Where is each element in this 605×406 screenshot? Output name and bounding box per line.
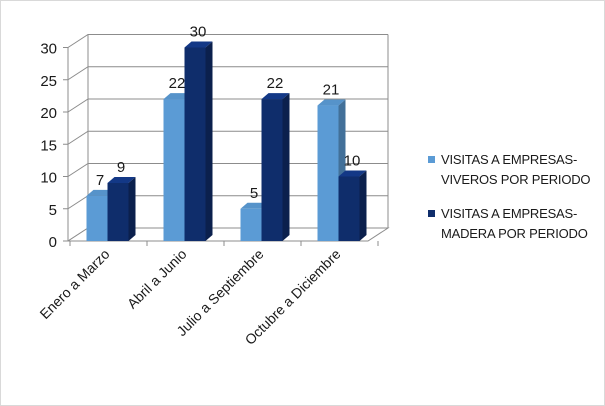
legend: VISITAS A EMPRESAS- VIVEROS POR PERIODO … [428, 150, 603, 258]
bar-top [317, 99, 346, 106]
data-label: 22 [169, 75, 186, 92]
bars-layer [86, 41, 367, 241]
legend-label-madera-line2: MADERA POR PERIODO [441, 226, 588, 241]
bar-front [86, 195, 108, 241]
bar-front [240, 208, 262, 241]
bar-top [107, 176, 136, 183]
y-tick-label: 10 [40, 170, 57, 187]
bar-top [261, 93, 290, 100]
y-tick-label: 15 [40, 137, 57, 154]
data-label: 5 [250, 185, 258, 202]
bar-front [107, 182, 129, 241]
bar-side [128, 176, 136, 241]
legend-label-madera-line1: VISITAS A EMPRESAS- [441, 206, 578, 221]
bar-1-1 [184, 41, 213, 241]
bar-top [338, 170, 367, 177]
data-label: 21 [323, 82, 340, 99]
y-tick-label: 0 [49, 234, 57, 251]
legend-label-viveros-line2: VIVEROS POR PERIODO [441, 172, 591, 187]
bar-1-3 [338, 170, 367, 241]
data-label: 10 [344, 153, 361, 170]
y-tick-label: 30 [40, 41, 57, 58]
bar-front [338, 176, 360, 241]
bar-1-0 [107, 176, 136, 241]
legend-swatch-madera [428, 210, 435, 217]
y-tick-label: 20 [40, 105, 57, 122]
x-tick-label: Abril a Junio [124, 246, 190, 312]
gridline-25 [67, 66, 388, 81]
y-tick-label: 5 [49, 202, 57, 219]
bar-top [184, 41, 213, 48]
bar-side [282, 93, 290, 241]
bar-front [184, 47, 206, 241]
data-label: 30 [190, 24, 207, 41]
bar-front [317, 105, 339, 241]
bar-side [359, 170, 367, 241]
bar-side [205, 41, 213, 241]
gridline-30 [67, 34, 388, 48]
legend-item-viveros: VISITAS A EMPRESAS- VIVEROS POR PERIODO [428, 150, 603, 190]
data-label: 22 [267, 75, 284, 92]
legend-swatch-viveros [428, 156, 435, 163]
labels-layer: 7 22 5 21 9 30 22 10 [96, 24, 361, 202]
y-tick-label: 25 [40, 73, 57, 90]
bar-front [261, 99, 283, 241]
bar-front [163, 99, 185, 241]
data-label: 9 [117, 159, 125, 176]
legend-label-viveros-line1: VISITAS A EMPRESAS- [441, 152, 578, 167]
bar-1-2 [261, 93, 290, 241]
legend-item-madera: VISITAS A EMPRESAS- MADERA POR PERIODO [428, 204, 603, 244]
data-label: 7 [96, 172, 104, 189]
x-tick-label: Enero a Marzo [36, 246, 112, 322]
